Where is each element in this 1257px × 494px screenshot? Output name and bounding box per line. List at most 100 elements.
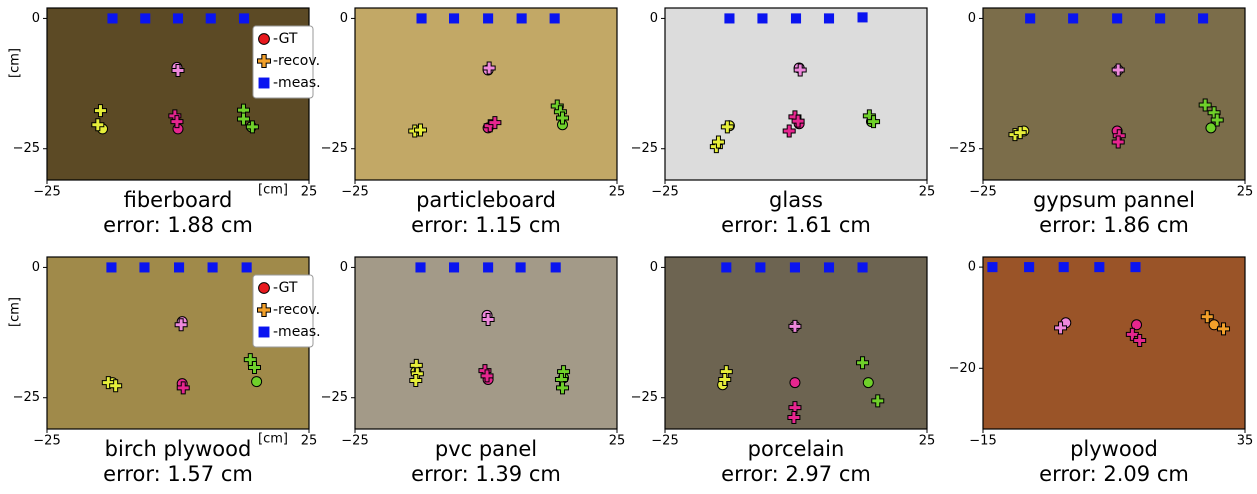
measurement-marker <box>755 262 765 272</box>
y-tick-label: 0 <box>968 11 976 26</box>
plot-background <box>355 257 617 429</box>
x-tick-label: −25 <box>651 185 678 200</box>
measurement-marker <box>724 13 734 23</box>
legend-label: -recov. <box>273 302 320 318</box>
measurement-marker <box>517 13 527 23</box>
y-tick-label: −25 <box>631 390 658 405</box>
panel-error: error: 1.39 cm <box>411 462 561 486</box>
measurement-marker <box>107 13 117 23</box>
measurement-marker <box>1155 13 1165 23</box>
gt-marker <box>252 377 262 387</box>
x-tick-label: 25 <box>301 185 318 200</box>
measurement-marker <box>415 262 425 272</box>
y-tick-label: −25 <box>321 390 348 405</box>
y-tick-label: 0 <box>650 11 658 26</box>
legend-label: -GT <box>273 31 298 47</box>
measurement-marker <box>824 262 834 272</box>
measurement-marker <box>721 262 731 272</box>
measurement-marker <box>1068 13 1078 23</box>
measurement-marker <box>206 13 216 23</box>
x-tick-label: 25 <box>609 434 626 449</box>
measurement-marker <box>174 262 184 272</box>
x-tick-label: −25 <box>651 434 678 449</box>
measurement-marker <box>1112 13 1122 23</box>
measurement-marker <box>483 13 493 23</box>
panel-title: glass <box>769 188 823 212</box>
measurement-marker <box>449 262 459 272</box>
y-tick-label: 0 <box>968 260 976 275</box>
legend-marker <box>259 327 270 338</box>
measurement-marker <box>239 13 249 23</box>
x-tick-label: −25 <box>33 185 60 200</box>
plot-background <box>355 8 617 180</box>
plot-background <box>983 257 1245 429</box>
measurement-marker <box>1059 262 1069 272</box>
panel-title: plywood <box>1070 437 1158 461</box>
x-tick-label: 25 <box>919 185 936 200</box>
y-tick-label: 0 <box>340 260 348 275</box>
x-tick-label: 25 <box>1237 185 1254 200</box>
measurement-marker <box>1024 262 1034 272</box>
measurement-marker <box>550 13 560 23</box>
measurement-marker <box>1198 13 1208 23</box>
measurement-marker <box>417 13 427 23</box>
panel-error: error: 2.97 cm <box>721 462 871 486</box>
measurement-marker <box>106 262 116 272</box>
panel-error: error: 1.86 cm <box>1039 213 1189 237</box>
legend-marker <box>259 78 270 89</box>
y-tick-label: 0 <box>32 11 40 26</box>
gt-marker <box>790 378 800 388</box>
y-tick-label: −25 <box>13 141 40 156</box>
y-tick-label: −25 <box>949 141 976 156</box>
panel-title: porcelain <box>748 437 845 461</box>
legend-marker <box>259 283 270 294</box>
panel-title: pvc panel <box>435 437 537 461</box>
x-tick-label: 25 <box>919 434 936 449</box>
x-axis-label: [cm] <box>258 183 288 198</box>
panel-error: error: 1.88 cm <box>103 213 253 237</box>
measurement-marker <box>824 13 834 23</box>
x-tick-label: 25 <box>301 434 318 449</box>
y-tick-label: −25 <box>631 141 658 156</box>
panel-title: fiberboard <box>124 188 233 212</box>
legend-marker <box>259 34 270 45</box>
x-tick-label: −25 <box>969 185 996 200</box>
panel-error: error: 2.09 cm <box>1039 462 1189 486</box>
measurement-marker <box>757 13 767 23</box>
measurement-marker <box>483 262 493 272</box>
measurement-marker <box>1094 262 1104 272</box>
measurement-marker <box>858 12 868 22</box>
measurement-marker <box>1130 262 1140 272</box>
measurement-marker <box>173 13 183 23</box>
y-axis-label: [cm] <box>8 48 23 78</box>
legend-label: -GT <box>273 280 298 296</box>
y-axis-label: [cm] <box>8 297 23 327</box>
x-axis-label: [cm] <box>258 432 288 447</box>
measurement-marker <box>790 262 800 272</box>
measurement-marker <box>242 262 252 272</box>
legend-label: -meas. <box>273 75 321 91</box>
measurement-marker <box>1025 13 1035 23</box>
x-tick-label: 25 <box>609 185 626 200</box>
panel-error: error: 1.15 cm <box>411 213 561 237</box>
plot-background <box>665 8 927 180</box>
y-tick-label: 0 <box>340 11 348 26</box>
plot-background <box>983 8 1245 180</box>
legend-label: -meas. <box>273 324 321 340</box>
x-tick-label: −25 <box>341 185 368 200</box>
legend-label: -recov. <box>273 53 320 69</box>
panel-title: particleboard <box>416 188 556 212</box>
panel-title: gypsum pannel <box>1033 188 1195 212</box>
measurement-marker <box>858 262 868 272</box>
x-tick-label: 35 <box>1237 434 1254 449</box>
measurement-marker <box>140 13 150 23</box>
measurement-marker <box>791 13 801 23</box>
y-tick-label: 0 <box>650 260 658 275</box>
measurement-marker <box>987 262 997 272</box>
measurement-marker <box>139 262 149 272</box>
measurement-marker <box>208 262 218 272</box>
measurement-marker <box>516 262 526 272</box>
measurement-marker <box>551 262 561 272</box>
gt-marker <box>1206 123 1216 133</box>
y-tick-label: 0 <box>32 260 40 275</box>
